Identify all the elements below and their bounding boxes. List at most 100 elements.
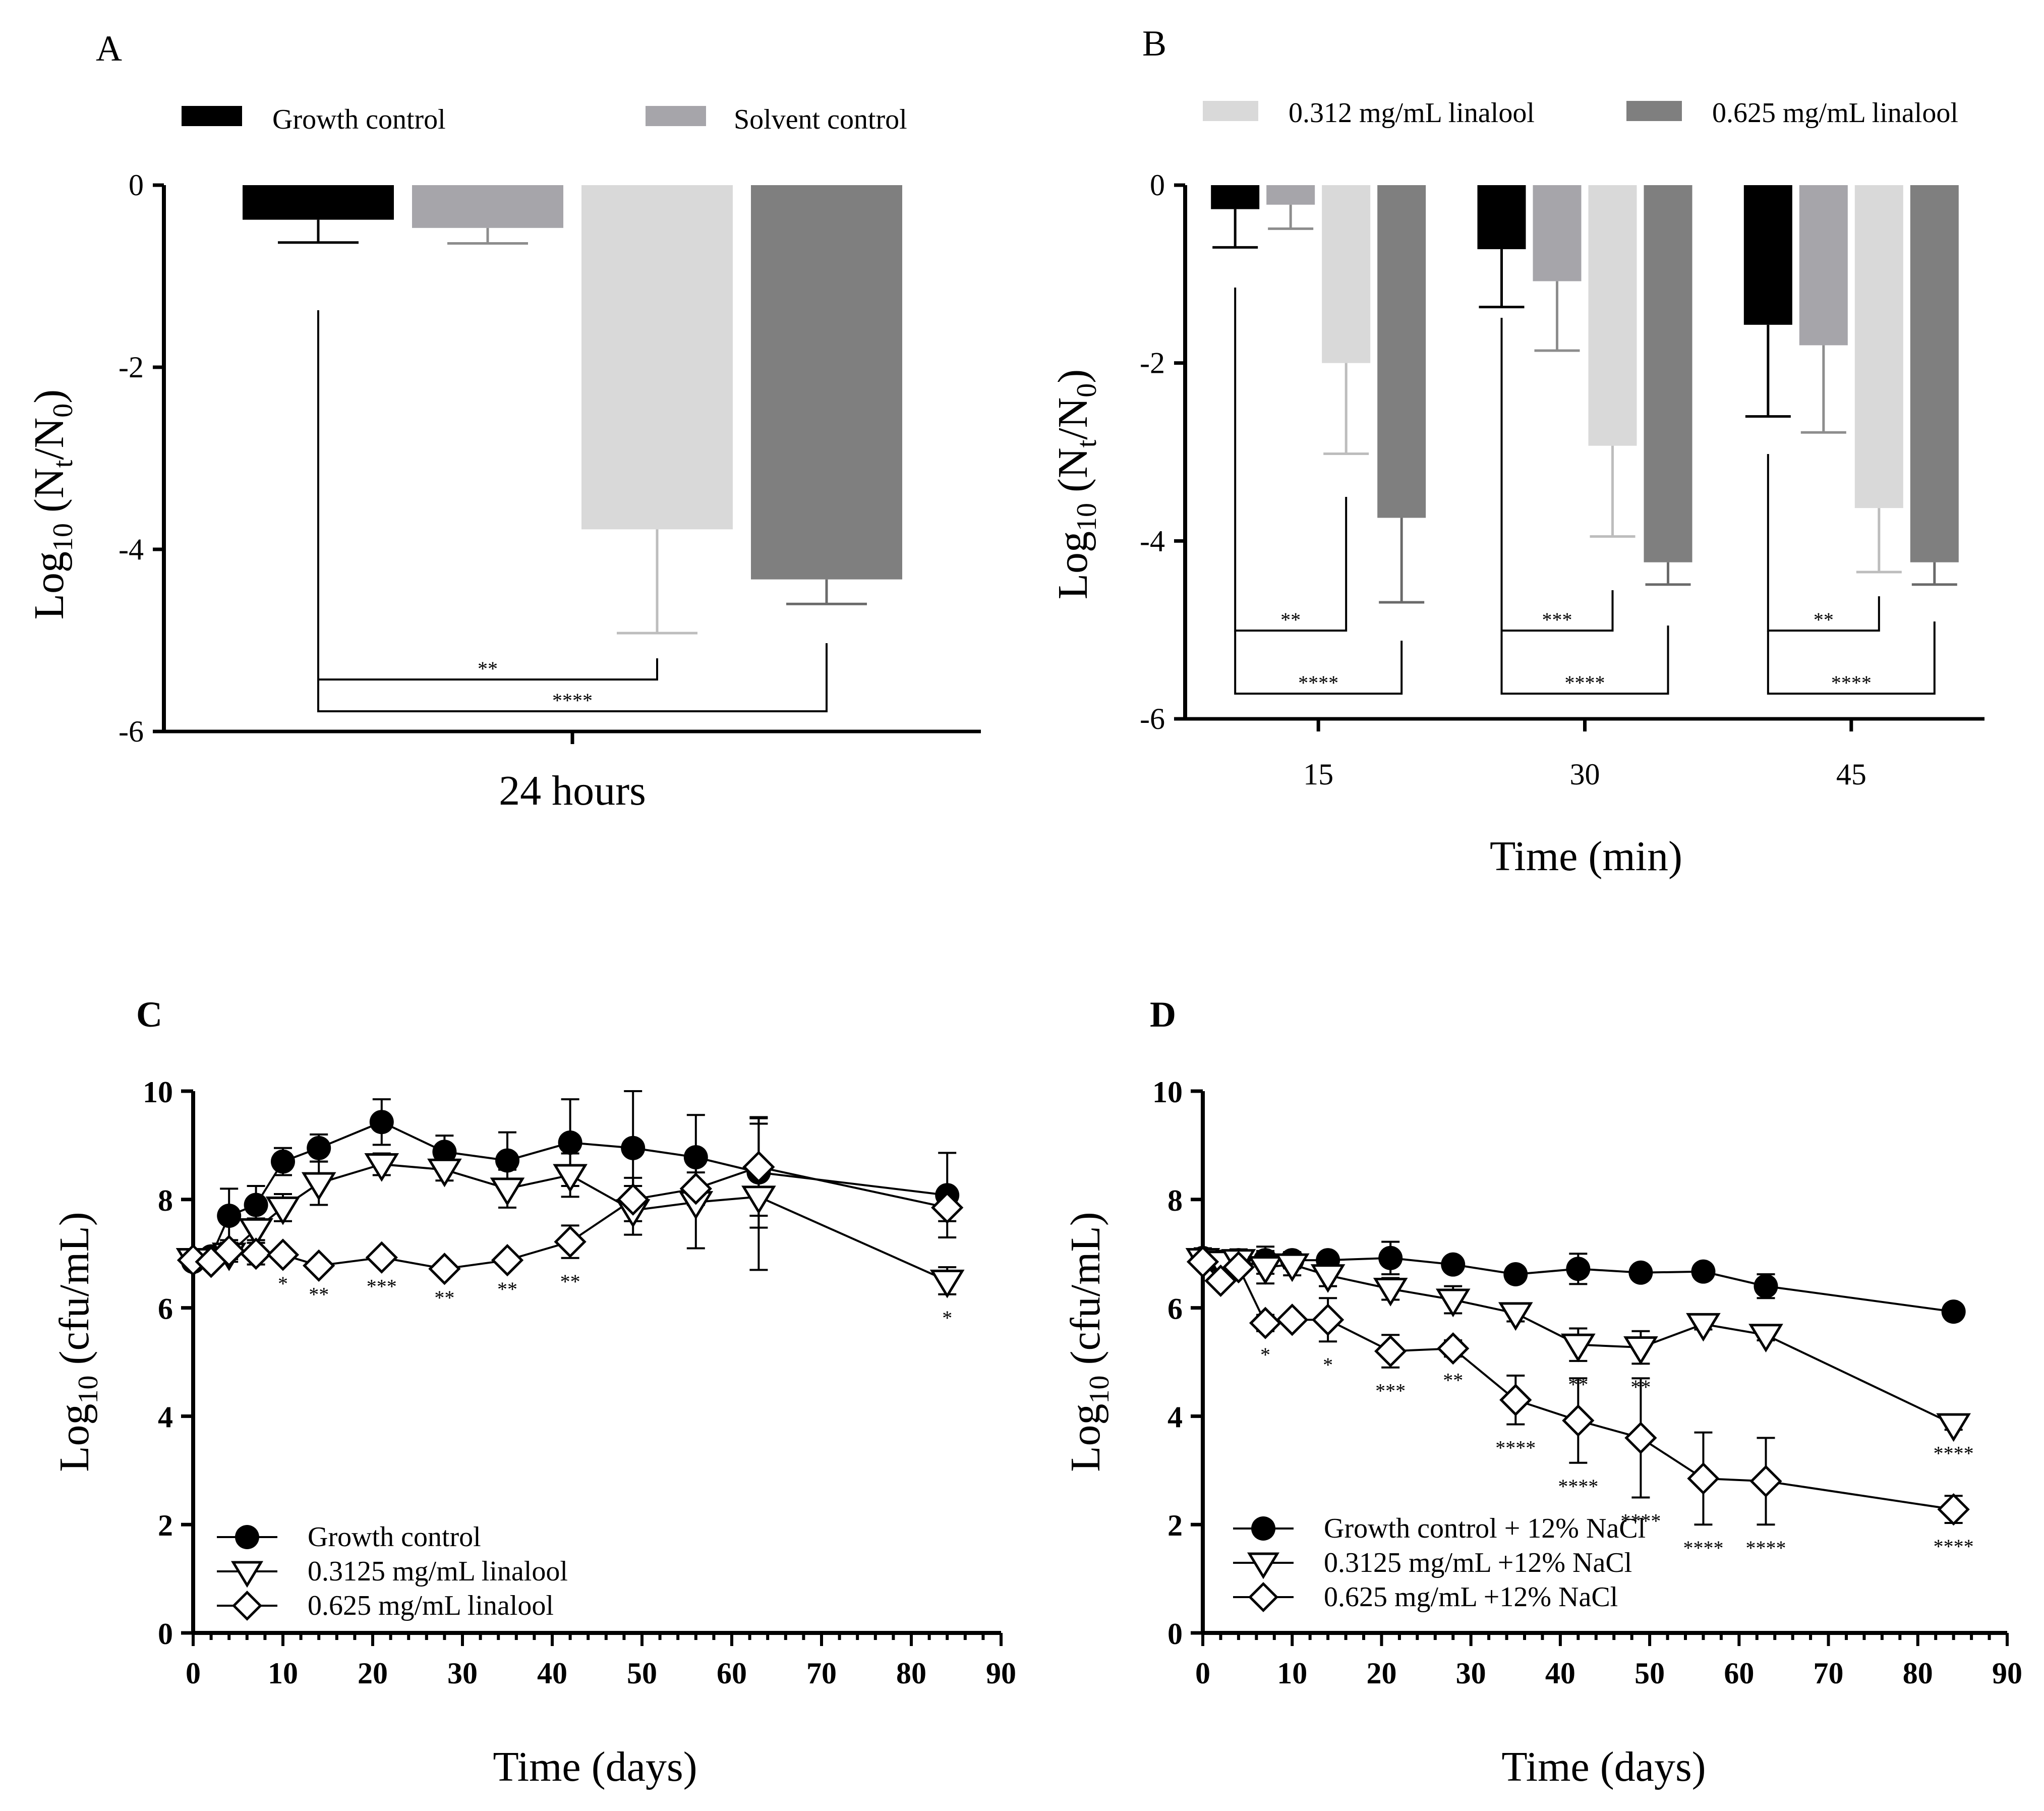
- x-tick-label: 50: [1634, 1657, 1665, 1690]
- y-tick-label: -4: [1140, 524, 1165, 557]
- x-tick-label: 90: [1992, 1657, 2022, 1690]
- panel-b-y-axis-title: Log10 (Nt/N0): [1049, 369, 1102, 600]
- significance-label: **: [1443, 1369, 1463, 1391]
- y-tick-label: 0: [158, 1617, 173, 1651]
- significance-label: *: [1260, 1343, 1270, 1366]
- data-point: [1624, 1422, 1657, 1454]
- legend-label: Growth control: [308, 1521, 481, 1553]
- data-point: [240, 1237, 272, 1270]
- data-point: [1941, 1299, 1966, 1324]
- data-point: [679, 1172, 712, 1205]
- y-tick-label: 2: [1167, 1509, 1183, 1542]
- bar: [1266, 185, 1315, 205]
- panel-b-legend: 0.312 mg/mL linalool 0.625 mg/mL linaloo…: [1203, 97, 1958, 129]
- significance-bracket: [317, 310, 658, 681]
- data-point: [265, 1196, 301, 1225]
- panel-d: D Log10 (cfu/mL) 0 2 4 6 8 10 0 10 20 30 40 50 60 70 8…: [1062, 994, 2022, 1790]
- data-point: [217, 1204, 242, 1228]
- y-tick-label: 4: [158, 1400, 173, 1434]
- data-point: [432, 1140, 457, 1164]
- significance-label: ****: [1934, 1442, 1974, 1464]
- data-point: [239, 1218, 273, 1247]
- data-point: [1937, 1493, 1970, 1526]
- significance-label: ****: [1746, 1537, 1786, 1559]
- panel-b: B 0.312 mg/mL linalool 0.625 mg/mL linal…: [1049, 23, 1984, 880]
- data-point: [427, 1158, 462, 1187]
- data-point: [683, 1145, 708, 1170]
- data-point: [621, 1136, 646, 1160]
- data-point: [1628, 1260, 1653, 1285]
- data-point: [931, 1191, 964, 1224]
- legend-label-solvent-control: Solvent control: [734, 104, 907, 135]
- panel-d-label: D: [1150, 994, 1176, 1035]
- data-point: [1687, 1462, 1720, 1495]
- significance-label: ****: [1565, 671, 1605, 694]
- significance-bracket: [1234, 288, 1348, 632]
- legend-label: 0.625 mg/mL +12% NaCl: [1324, 1581, 1618, 1613]
- significance-label: ****: [552, 689, 593, 712]
- data-point: [1441, 1252, 1466, 1277]
- legend-label-0312-linalool: 0.312 mg/mL linalool: [1289, 97, 1535, 129]
- panel-c-y-axis-title: Log10 (cfu/mL): [51, 1212, 104, 1472]
- data-point: [1204, 1264, 1237, 1297]
- data-point: [1186, 1246, 1219, 1278]
- data-point: [741, 1185, 776, 1215]
- bar: [1533, 185, 1582, 281]
- data-point: [1691, 1259, 1716, 1284]
- y-tick-label: 6: [1167, 1292, 1183, 1326]
- significance-label: ***: [367, 1275, 397, 1297]
- data-point: [1373, 1278, 1408, 1307]
- legend-label: Growth control + 12% NaCl: [1324, 1513, 1646, 1544]
- significance-label: ****: [1683, 1537, 1723, 1559]
- data-point: [365, 1241, 398, 1274]
- y-tick-label: 6: [158, 1292, 173, 1326]
- bar: [1799, 185, 1848, 346]
- significance-label: ****: [1620, 1510, 1661, 1533]
- y-tick-label: 2: [158, 1509, 173, 1542]
- x-tick-label: 10: [268, 1657, 298, 1690]
- data-point: [1310, 1264, 1346, 1293]
- legend-label-0625-linalool: 0.625 mg/mL linalool: [1712, 97, 1958, 129]
- significance-bracket: [317, 643, 828, 712]
- x-tick-label: 10: [1277, 1657, 1307, 1690]
- y-tick-label: -6: [1140, 702, 1165, 735]
- bar: [1743, 185, 1792, 325]
- bar: [1910, 185, 1959, 562]
- data-point: [1251, 1516, 1275, 1541]
- x-tick-label: 45: [1836, 758, 1866, 791]
- bar: [1377, 185, 1426, 518]
- data-point: [490, 1177, 525, 1207]
- x-tick-label: 60: [717, 1657, 747, 1690]
- significance-bracket: [1767, 621, 1936, 695]
- data-point: [230, 1561, 264, 1588]
- data-point: [491, 1243, 524, 1277]
- y-tick-label: -2: [119, 351, 144, 384]
- data-point: [271, 1149, 295, 1174]
- bar: [1854, 185, 1903, 508]
- data-point: [1748, 1324, 1783, 1353]
- legend-swatch-0312-linalool: [1203, 101, 1258, 121]
- data-point: [307, 1136, 331, 1160]
- data-point: [1623, 1336, 1658, 1365]
- data-point: [1274, 1253, 1310, 1282]
- data-point: [213, 1234, 246, 1267]
- x-tick-label: 80: [896, 1657, 926, 1690]
- data-point: [558, 1130, 582, 1155]
- data-point: [235, 1525, 259, 1549]
- data-point: [742, 1151, 775, 1183]
- data-point: [1566, 1257, 1591, 1281]
- data-point: [266, 1238, 300, 1271]
- x-tick-label: 60: [1724, 1657, 1754, 1690]
- x-tick-label: 0: [1195, 1657, 1210, 1690]
- significance-label: **: [1280, 608, 1301, 631]
- data-point: [1249, 1307, 1282, 1339]
- significance-label: ****: [1831, 671, 1872, 694]
- bar: [1477, 185, 1526, 249]
- bar: [1322, 185, 1371, 363]
- x-tick-label: 50: [627, 1657, 657, 1690]
- y-tick-label: -6: [119, 715, 144, 748]
- significance-label: **: [1568, 1373, 1588, 1396]
- data-point: [554, 1225, 587, 1258]
- legend-label: 0.625 mg/mL linalool: [308, 1590, 554, 1621]
